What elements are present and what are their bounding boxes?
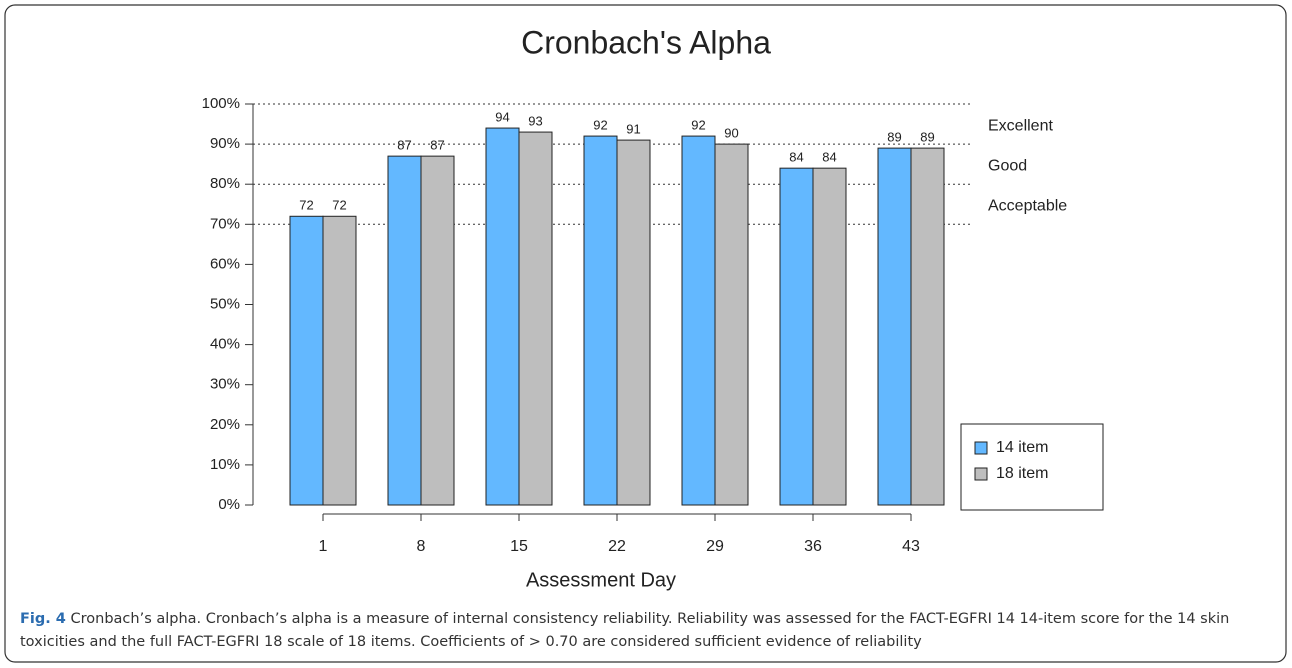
x-tick-label: 29 xyxy=(706,538,724,555)
legend-label: 18 item xyxy=(996,465,1048,482)
y-tick-label: 30% xyxy=(210,376,240,393)
value-label: 84 xyxy=(822,150,836,165)
value-label: 72 xyxy=(299,198,313,213)
value-label: 90 xyxy=(724,126,738,141)
x-tick-label: 43 xyxy=(902,538,920,555)
y-tick-label: 0% xyxy=(218,496,240,513)
zone-label: Good xyxy=(988,157,1027,174)
y-tick-label: 100% xyxy=(202,95,240,112)
bar xyxy=(812,167,847,506)
bar xyxy=(518,131,553,506)
value-label: 84 xyxy=(789,150,803,165)
bar xyxy=(779,167,814,506)
y-tick-label: 10% xyxy=(210,456,240,473)
value-label: 92 xyxy=(593,118,607,133)
y-tick-label: 90% xyxy=(210,135,240,152)
caption-label: Fig. 4 xyxy=(20,611,66,627)
zone-label: Excellent xyxy=(988,117,1053,134)
x-tick-label: 8 xyxy=(417,538,426,555)
bar xyxy=(681,135,716,506)
bar xyxy=(877,147,912,506)
y-tick-label: 20% xyxy=(210,416,240,433)
bar xyxy=(289,215,324,506)
zone-label: Acceptable xyxy=(988,197,1067,214)
value-label: 94 xyxy=(495,109,509,124)
y-tick-label: 70% xyxy=(210,215,240,232)
x-tick-label: 22 xyxy=(608,538,626,555)
value-label: 87 xyxy=(430,138,444,153)
x-axis-title: Assessment Day xyxy=(526,569,676,591)
y-tick-label: 60% xyxy=(210,255,240,272)
y-tick-label: 80% xyxy=(210,175,240,192)
legend-label: 14 item xyxy=(996,439,1048,456)
legend-swatch xyxy=(974,441,988,455)
caption-text: Cronbach’s alpha. Cronbach’s alpha is a … xyxy=(20,611,1230,650)
value-label: 89 xyxy=(920,130,934,145)
bar xyxy=(420,155,455,506)
value-label: 93 xyxy=(528,114,542,129)
caption: Fig. 4 Cronbach’s alpha. Cronbach’s alph… xyxy=(20,608,1276,654)
value-label: 89 xyxy=(887,130,901,145)
bar xyxy=(583,135,618,506)
bar xyxy=(322,215,357,506)
bar xyxy=(387,155,422,506)
y-tick-label: 50% xyxy=(210,295,240,312)
value-label: 92 xyxy=(691,118,705,133)
value-label: 72 xyxy=(332,198,346,213)
value-label: 87 xyxy=(397,138,411,153)
value-label: 91 xyxy=(626,122,640,137)
bar xyxy=(616,139,651,506)
x-tick-label: 1 xyxy=(319,538,328,555)
bar xyxy=(485,127,520,506)
chart-title: Cronbach's Alpha xyxy=(521,24,771,60)
y-tick-label: 40% xyxy=(210,336,240,353)
x-tick-label: 36 xyxy=(804,538,822,555)
legend-swatch xyxy=(974,467,988,481)
bar xyxy=(910,147,945,506)
bar xyxy=(714,143,749,506)
x-tick-label: 15 xyxy=(510,538,528,555)
frame xyxy=(4,4,1287,663)
legend xyxy=(960,423,1104,511)
